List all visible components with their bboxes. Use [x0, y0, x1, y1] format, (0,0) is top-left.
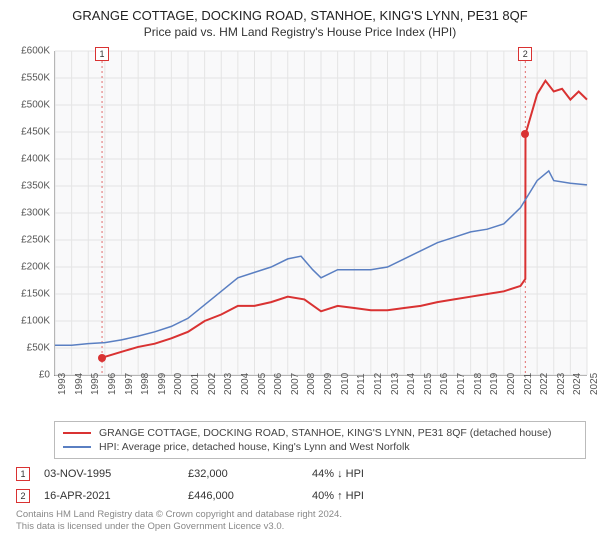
legend-swatch: [63, 446, 91, 448]
x-tick-label: 2002: [207, 373, 218, 395]
x-tick-label: 2025: [589, 373, 600, 395]
y-tick-label: £600K: [6, 46, 50, 57]
x-tick-label: 2006: [273, 373, 284, 395]
chart-subtitle: Price paid vs. HM Land Registry's House …: [6, 25, 594, 39]
transaction-row: 2 16-APR-2021 £446,000 40% ↑ HPI: [16, 485, 586, 507]
x-tick-label: 2001: [190, 373, 201, 395]
x-tick-label: 2021: [523, 373, 534, 395]
legend-row: GRANGE COTTAGE, DOCKING ROAD, STANHOE, K…: [63, 426, 577, 440]
x-tick-label: 2007: [290, 373, 301, 395]
x-tick-label: 2017: [456, 373, 467, 395]
y-tick-label: £200K: [6, 262, 50, 273]
transaction-marker: 1: [16, 467, 30, 481]
x-tick-label: 2009: [323, 373, 334, 395]
transaction-delta: 44% ↓ HPI: [312, 468, 364, 480]
chart-area: 12 £0£50K£100K£150K£200K£250K£300K£350K£…: [6, 45, 594, 415]
x-tick-label: 2014: [406, 373, 417, 395]
data-point: [98, 354, 106, 362]
transaction-row: 1 03-NOV-1995 £32,000 44% ↓ HPI: [16, 463, 586, 485]
x-tick-label: 1993: [57, 373, 68, 395]
footer: Contains HM Land Registry data © Crown c…: [16, 509, 584, 533]
footer-line-2: This data is licensed under the Open Gov…: [16, 521, 584, 533]
y-tick-label: £0: [6, 370, 50, 381]
y-tick-label: £100K: [6, 316, 50, 327]
x-tick-label: 1997: [124, 373, 135, 395]
x-tick-label: 2018: [473, 373, 484, 395]
x-tick-label: 2004: [240, 373, 251, 395]
x-tick-label: 2011: [356, 373, 367, 395]
x-tick-label: 1994: [74, 373, 85, 395]
transaction-price: £32,000: [188, 468, 298, 480]
y-tick-label: £250K: [6, 235, 50, 246]
transaction-date: 16-APR-2021: [44, 490, 174, 502]
x-tick-label: 2023: [556, 373, 567, 395]
y-tick-label: £450K: [6, 127, 50, 138]
chart-title: GRANGE COTTAGE, DOCKING ROAD, STANHOE, K…: [6, 8, 594, 23]
plot-region: 12: [54, 51, 587, 376]
data-point: [521, 130, 529, 138]
transactions-table: 1 03-NOV-1995 £32,000 44% ↓ HPI 2 16-APR-2021…: [16, 463, 586, 507]
x-tick-label: 2020: [506, 373, 517, 395]
transaction-delta: 40% ↑ HPI: [312, 490, 364, 502]
x-tick-label: 2013: [390, 373, 401, 395]
legend: GRANGE COTTAGE, DOCKING ROAD, STANHOE, K…: [54, 421, 586, 459]
y-tick-label: £300K: [6, 208, 50, 219]
x-tick-label: 2015: [423, 373, 434, 395]
x-tick-label: 2008: [306, 373, 317, 395]
x-tick-label: 2005: [257, 373, 268, 395]
y-tick-label: £50K: [6, 343, 50, 354]
x-tick-label: 1999: [157, 373, 168, 395]
x-tick-label: 2000: [173, 373, 184, 395]
footer-line-1: Contains HM Land Registry data © Crown c…: [16, 509, 584, 521]
legend-swatch: [63, 432, 91, 434]
x-tick-label: 1995: [90, 373, 101, 395]
y-tick-label: £550K: [6, 73, 50, 84]
transaction-marker: 2: [16, 489, 30, 503]
x-tick-label: 2024: [572, 373, 583, 395]
x-tick-label: 2016: [439, 373, 450, 395]
transaction-price: £446,000: [188, 490, 298, 502]
x-tick-label: 1998: [140, 373, 151, 395]
transaction-date: 03-NOV-1995: [44, 468, 174, 480]
y-tick-label: £400K: [6, 154, 50, 165]
marker-2: 2: [518, 47, 532, 61]
x-tick-label: 2012: [373, 373, 384, 395]
legend-row: HPI: Average price, detached house, King…: [63, 440, 577, 454]
x-tick-label: 2010: [340, 373, 351, 395]
marker-1: 1: [95, 47, 109, 61]
x-tick-label: 2019: [489, 373, 500, 395]
y-tick-label: £350K: [6, 181, 50, 192]
x-tick-label: 1996: [107, 373, 118, 395]
y-tick-label: £150K: [6, 289, 50, 300]
y-tick-label: £500K: [6, 100, 50, 111]
x-tick-label: 2022: [539, 373, 550, 395]
legend-label: HPI: Average price, detached house, King…: [99, 441, 410, 453]
x-tick-label: 2003: [223, 373, 234, 395]
legend-label: GRANGE COTTAGE, DOCKING ROAD, STANHOE, K…: [99, 427, 551, 439]
series-price_paid: [102, 81, 587, 358]
